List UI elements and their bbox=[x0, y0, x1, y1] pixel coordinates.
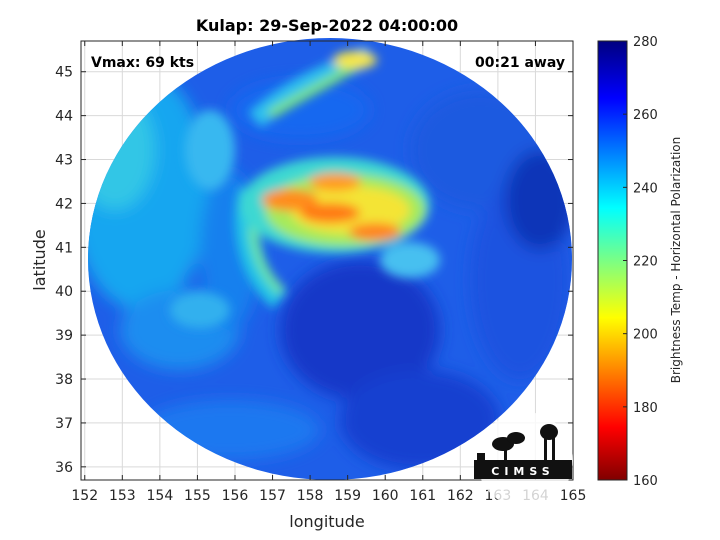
y-tick-label: 41 bbox=[55, 240, 73, 256]
x-tick-label: 159 bbox=[334, 488, 361, 504]
x-tick-label: 157 bbox=[259, 488, 286, 504]
logo-text: CIMSS bbox=[491, 465, 554, 478]
x-tick-label: 155 bbox=[184, 488, 211, 504]
x-tick-label: 165 bbox=[560, 488, 587, 504]
x-tick-label: 161 bbox=[409, 488, 436, 504]
y-tick-label: 36 bbox=[55, 460, 73, 476]
y-tick-label: 37 bbox=[55, 416, 73, 432]
colorbar-tick-label: 200 bbox=[633, 328, 658, 343]
y-tick-label: 38 bbox=[55, 372, 73, 388]
colorbar-ticks bbox=[623, 40, 627, 481]
axes-frame bbox=[80, 40, 574, 481]
x-tick-label: 154 bbox=[147, 488, 174, 504]
x-tick-label: 156 bbox=[222, 488, 249, 504]
y-tick-label: 44 bbox=[55, 109, 73, 125]
colorbar-tick-label: 260 bbox=[633, 108, 658, 123]
x-tick-label: 160 bbox=[372, 488, 399, 504]
chart-title: Kulap: 29-Sep-2022 04:00:00 bbox=[196, 16, 458, 35]
x-tick-label: 162 bbox=[447, 488, 474, 504]
colorbar bbox=[597, 40, 628, 481]
colorbar-tick-label: 240 bbox=[633, 181, 658, 196]
y-tick-label: 40 bbox=[55, 284, 73, 300]
x-tick-label: 152 bbox=[71, 488, 98, 504]
y-tick-label: 42 bbox=[55, 196, 73, 212]
x-tick-label: 158 bbox=[297, 488, 324, 504]
colorbar-tick-label: 180 bbox=[633, 401, 658, 416]
y-tick-label: 43 bbox=[55, 153, 73, 169]
y-axis-label: latitude bbox=[30, 229, 49, 290]
time-away-label: 00:21 away bbox=[475, 55, 565, 71]
colorbar-tick-label: 160 bbox=[633, 474, 658, 489]
colorbar-tick-labels: 160 180 200 220 240 260 280 bbox=[633, 35, 658, 489]
y-tick-label: 39 bbox=[55, 328, 73, 344]
colorbar-tick-label: 220 bbox=[633, 255, 658, 270]
cimss-logo: CIMSS bbox=[474, 412, 573, 508]
colorbar-tick-label: 280 bbox=[633, 35, 658, 50]
colorbar-label: Brightness Temp - Horizontal Polarizatio… bbox=[669, 137, 683, 384]
y-tick-label: 45 bbox=[55, 65, 73, 81]
y-tick-labels: 36 37 38 39 40 41 42 43 44 45 bbox=[55, 65, 73, 476]
vmax-label: Vmax: 69 kts bbox=[91, 55, 194, 71]
x-axis-label: longitude bbox=[289, 512, 364, 531]
x-tick-label: 153 bbox=[109, 488, 136, 504]
